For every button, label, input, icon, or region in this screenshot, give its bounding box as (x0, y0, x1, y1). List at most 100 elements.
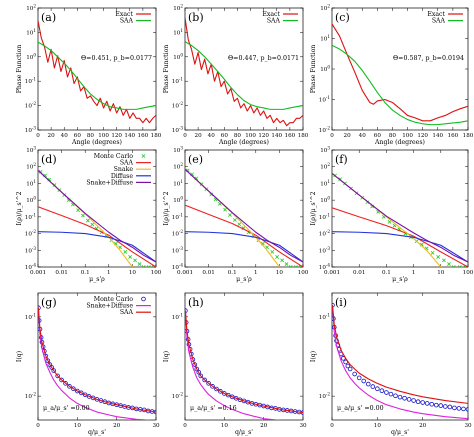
y-tick-label-f-2: 10-2 (319, 229, 331, 238)
y-tick-label-d-6: 102 (26, 162, 36, 171)
x-tick-label-h-1: 10 (221, 423, 229, 429)
y-tick-label-b-0: 10-3 (172, 126, 184, 135)
y-tick-label-b-3: 100 (173, 52, 183, 61)
mc-marker-f-23 (457, 265, 462, 267)
series-line-g-saa (38, 307, 156, 413)
legend-label-g-2: SAA (120, 309, 134, 316)
x-axis-label-g: q/μ_s' (88, 429, 106, 436)
plot-frame-e (184, 149, 304, 268)
x-tick-label-g-3: 30 (152, 423, 160, 429)
x-tick-label-c-0: 0 (330, 133, 334, 139)
mc-marker-d-2 (47, 177, 52, 182)
x-tick-label-b-5: 100 (245, 133, 256, 139)
mc-marker-i-21 (393, 393, 398, 399)
panel-label-f: (f) (335, 153, 348, 166)
plot-frame-h (184, 292, 304, 421)
series-line-e-saa (185, 204, 303, 267)
mc-marker-i-9 (343, 359, 348, 365)
mc-marker-g-11 (51, 368, 57, 373)
y-tick-label-c-2: 100 (320, 65, 330, 74)
mc-marker-g-15 (67, 384, 72, 389)
mc-marker-g-13 (59, 377, 64, 383)
series-line-g-snake-diffuse (38, 307, 154, 420)
series-line-d-snake-diffuse (38, 170, 156, 263)
mc-marker-f-19 (436, 255, 441, 259)
mc-marker-d-9 (81, 213, 85, 218)
series-line-i-snake-diffuse (332, 305, 468, 420)
y-tick-label-e-1: 10-3 (172, 246, 184, 255)
mc-marker-d-10 (86, 218, 90, 223)
y-tick-label-a-4: 101 (26, 28, 36, 37)
mc-marker-i-10 (345, 363, 351, 369)
series-line-a-exact (38, 20, 156, 124)
y-tick-label-e-7: 103 (173, 146, 183, 155)
x-tick-label-d-0: 0.001 (30, 270, 46, 276)
x-tick-label-a-9: 180 (151, 133, 162, 139)
y-tick-label-f-7: 103 (320, 146, 330, 155)
x-tick-label-b-7: 140 (271, 133, 282, 139)
legend-label-c-1: SAA (432, 18, 446, 25)
x-tick-label-d-1: 0.01 (55, 270, 67, 276)
y-tick-label-e-5: 101 (173, 179, 183, 188)
mc-marker-h-19 (229, 394, 235, 400)
mc-marker-g-8 (45, 358, 51, 363)
x-tick-label-a-6: 120 (111, 133, 122, 139)
mc-marker-i-17 (375, 386, 380, 392)
mc-marker-e-9 (228, 213, 232, 217)
annotation-i: μ_a/μ_s' =0.00 (337, 405, 384, 412)
x-tick-label-a-1: 20 (48, 133, 56, 139)
mc-marker-e-18 (270, 250, 275, 254)
mc-marker-e-8 (223, 207, 227, 212)
plot-frame-a (37, 7, 157, 131)
y-tick-label-f-4: 100 (320, 196, 330, 205)
series-group-b (185, 17, 303, 127)
x-axis-label-b: Angle (degrees) (218, 139, 269, 146)
plot-frame-b (184, 7, 304, 131)
mc-marker-i-24 (406, 397, 412, 402)
x-axis-label-e: μ_s'ρ (236, 276, 252, 283)
mc-marker-e-2 (194, 176, 199, 181)
mc-marker-i-19 (384, 390, 389, 395)
y-tick-label-f-3: 10-1 (319, 212, 331, 221)
x-tick-label-c-2: 40 (359, 133, 367, 139)
series-group-e (185, 168, 303, 267)
mc-marker-d-11 (90, 222, 95, 227)
y-tick-label-a-3: 100 (26, 52, 36, 61)
y-tick-label-c-4: 102 (320, 4, 330, 13)
mc-marker-h-18 (225, 392, 231, 398)
mc-marker-i-26 (415, 399, 421, 405)
series-line-d-diffuse (38, 231, 156, 263)
panel-label-e: (e) (188, 153, 203, 166)
x-tick-label-e-5: 100 (298, 270, 309, 276)
y-tick-label-h-0: 10-2 (172, 392, 184, 401)
mc-marker-i-16 (370, 384, 376, 389)
mc-marker-d-18 (123, 250, 128, 254)
mc-marker-h-12 (202, 377, 207, 383)
x-tick-label-c-6: 120 (417, 133, 428, 139)
x-tick-label-b-3: 60 (221, 133, 229, 139)
mc-marker-h-20 (233, 395, 239, 401)
annotation-b: Θ=0.447, p_b=0.0171 (228, 55, 299, 62)
y-axis-label-b: Phase Function (163, 45, 170, 94)
series-line-a-saa (38, 41, 156, 110)
x-tick-label-a-7: 140 (124, 133, 135, 139)
x-tick-label-h-2: 20 (260, 423, 268, 429)
panel-label-b: (b) (188, 11, 204, 24)
mc-marker-e-21 (284, 262, 289, 266)
series-line-i-saa (332, 305, 468, 404)
x-axis-label-d: μ_s'ρ (89, 276, 105, 283)
mc-marker-i-33 (447, 404, 453, 410)
plot-frame-c (331, 7, 469, 131)
series-group-f (332, 172, 468, 267)
series-line-f-saa (332, 207, 468, 267)
y-axis-label-h: I(q) (163, 351, 170, 362)
legend-label-g-0: Monte Carlo (94, 296, 134, 303)
x-tick-label-h-3: 30 (299, 423, 307, 429)
y-tick-label-a-1: 10-2 (25, 101, 37, 110)
y-tick-label-d-0: 10-4 (25, 263, 37, 272)
legend-label-d-1: SAA (120, 160, 134, 167)
x-axis-label-h: q/μ_s' (235, 429, 253, 436)
mc-marker-i-27 (420, 400, 425, 405)
y-tick-label-c-0: 10-2 (319, 126, 331, 135)
plot-frame-g (37, 292, 157, 421)
